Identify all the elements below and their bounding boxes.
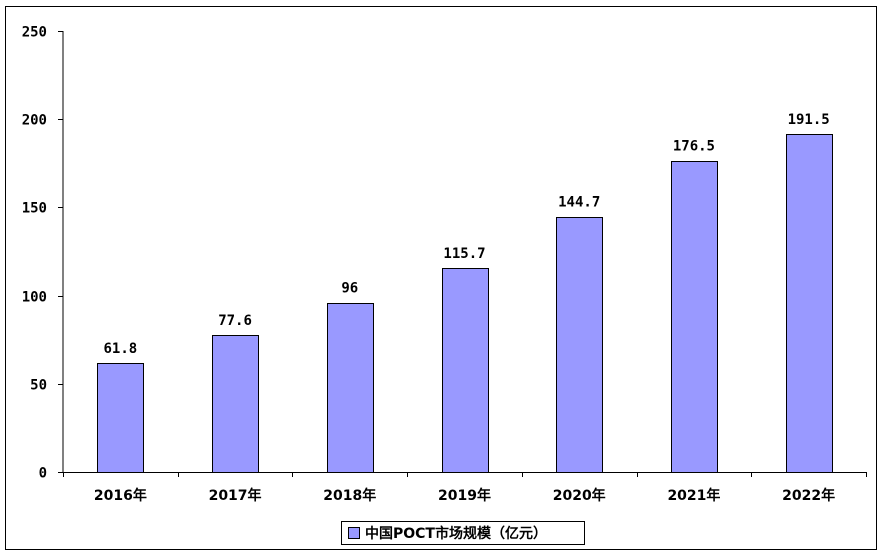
data-label: 191.5 xyxy=(788,112,830,128)
y-tick-label: 150 xyxy=(22,201,47,217)
legend: 中国POCT市场规模（亿元） xyxy=(341,521,585,545)
bar-series xyxy=(97,134,833,473)
bar xyxy=(442,268,489,473)
bar xyxy=(212,335,259,473)
y-tick-label: 200 xyxy=(22,113,47,129)
x-tick-label: 2019年 xyxy=(438,487,491,504)
y-tick-label: 250 xyxy=(22,25,47,41)
legend-label: 中国POCT市场规模（亿元） xyxy=(365,526,547,542)
bar xyxy=(786,134,833,473)
data-label: 77.6 xyxy=(218,313,252,329)
y-axis: 0 50 100 150 200 250 xyxy=(22,25,64,482)
data-label: 115.7 xyxy=(443,246,485,262)
data-label: 176.5 xyxy=(673,139,715,155)
bar xyxy=(556,217,603,473)
y-tick-label: 0 xyxy=(39,466,47,482)
data-label: 96 xyxy=(341,281,358,297)
legend-swatch xyxy=(348,527,360,539)
y-tick-label: 100 xyxy=(22,290,47,306)
bar xyxy=(327,303,374,473)
chart-frame xyxy=(5,6,877,550)
data-label: 61.8 xyxy=(103,341,137,357)
data-labels: 61.8 77.6 96 115.7 144.7 176.5 191.5 xyxy=(103,112,829,357)
x-tick-label: 2020年 xyxy=(553,487,606,504)
bar xyxy=(671,161,718,473)
x-tick-label: 2018年 xyxy=(323,487,376,504)
x-tick-label: 2022年 xyxy=(782,487,835,504)
x-tick-label: 2016年 xyxy=(94,487,147,504)
x-tick-label: 2021年 xyxy=(667,487,720,504)
x-tick-label: 2017年 xyxy=(209,487,262,504)
x-axis: 2016年 2017年 2018年 2019年 2020年 2021年 2022年 xyxy=(63,472,867,504)
bar xyxy=(97,363,144,473)
y-tick-label: 50 xyxy=(30,378,47,394)
data-label: 144.7 xyxy=(558,195,600,211)
